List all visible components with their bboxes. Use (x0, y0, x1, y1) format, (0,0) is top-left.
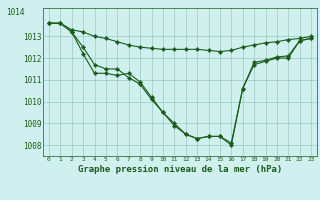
X-axis label: Graphe pression niveau de la mer (hPa): Graphe pression niveau de la mer (hPa) (78, 165, 282, 174)
Text: 1014: 1014 (6, 8, 25, 17)
